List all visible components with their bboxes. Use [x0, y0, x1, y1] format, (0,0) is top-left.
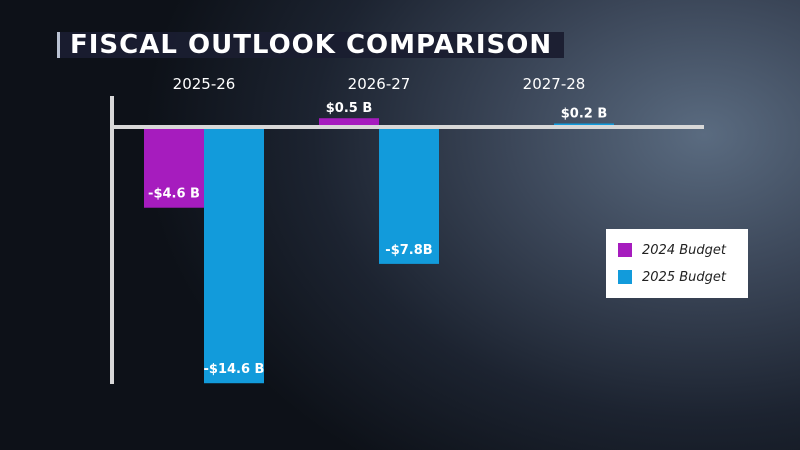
data-label-2024-2025-26: -$4.6 B [148, 187, 200, 202]
bar-2025-2025-26 [204, 127, 264, 384]
data-label-2024-2026-27: $0.5 B [326, 101, 373, 116]
legend-swatch-2025 [618, 270, 632, 284]
x-tick-label-2026-27: 2026-27 [348, 75, 411, 93]
x-tick-label-2025-26: 2025-26 [173, 75, 236, 93]
bar-2024-2025-26 [144, 127, 204, 208]
legend-label-2025: 2025 Budget [642, 269, 726, 285]
title-bar: FISCAL OUTLOOK COMPARISON [57, 30, 564, 60]
bar-2024-2026-27 [319, 118, 379, 127]
data-label-2025-2026-27: -$7.8B [385, 243, 432, 258]
chart-title: FISCAL OUTLOOK COMPARISON [70, 30, 553, 60]
legend: 2024 Budget 2025 Budget [606, 229, 748, 298]
legend-item-2024: 2024 Budget [618, 241, 726, 259]
legend-label-2024: 2024 Budget [642, 242, 726, 258]
data-label-2025-2027-28: $0.2 B [561, 106, 608, 121]
x-tick-label-2027-28: 2027-28 [523, 75, 586, 93]
legend-item-2025: 2025 Budget [618, 268, 726, 286]
data-label-2025-2025-26: -$14.6 B [204, 362, 265, 377]
bar-2025-2026-27 [379, 127, 439, 264]
legend-swatch-2024 [618, 243, 632, 257]
